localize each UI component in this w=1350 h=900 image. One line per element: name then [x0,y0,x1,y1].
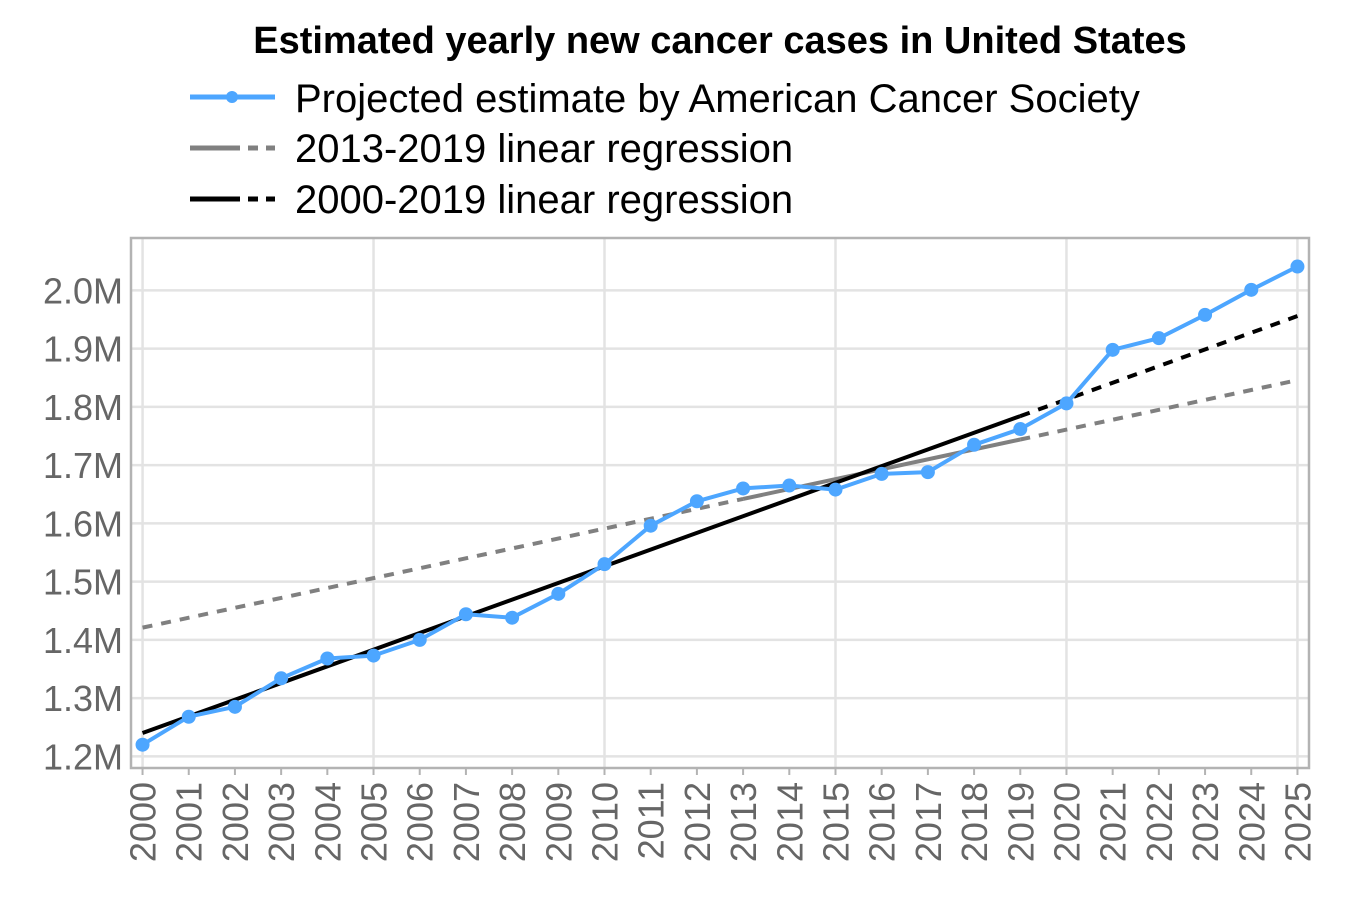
y-tick-label-8: 2.0M [43,270,123,311]
x-tick-label-2016: 2016 [862,782,903,862]
point-2024 [1244,282,1259,297]
x-tick-label-2005: 2005 [354,782,395,862]
y-tick-label-2: 1.4M [43,620,123,661]
grid [131,238,1309,768]
point-2009 [551,586,566,601]
x-tick-label-2000: 2000 [123,782,164,862]
x-tick-label-2001: 2001 [169,782,210,862]
x-tick-label-2023: 2023 [1185,782,1226,862]
x-tick-label-2002: 2002 [215,782,256,862]
point-2012 [689,494,704,509]
point-2014 [782,478,797,493]
x-tick-label-2006: 2006 [400,782,441,862]
x-tick-label-2017: 2017 [908,782,949,862]
regression-2013-2019-dashed-before [142,496,744,630]
x-tick-label-2008: 2008 [492,782,533,862]
point-2011 [643,518,658,533]
regression-2000-2019-solid [141,414,1021,735]
x-tick-label-2021: 2021 [1093,782,1134,862]
x-tick-label-2013: 2013 [723,782,764,862]
y-tick-label-4: 1.6M [43,503,123,544]
x-tick-label-2004: 2004 [307,782,348,862]
point-2023 [1198,307,1213,322]
point-2007 [458,607,473,622]
y-tick-label-0: 1.2M [43,736,123,777]
x-tick-label-2014: 2014 [769,782,810,862]
axis-ticks: 1.2M 1.3M 1.4M 1.5M 1.6M 1.7M 1.8M 1.9M 2.0M 2000… [43,270,1318,862]
x-tick-label-2025: 2025 [1277,782,1318,862]
point-2001 [181,709,196,724]
y-tick-label-7: 1.9M [43,329,123,370]
point-2008 [505,610,520,625]
y-tick-label-6: 1.8M [43,387,123,428]
point-2017 [920,465,935,480]
series-points [135,259,1305,752]
point-2019 [1013,422,1028,437]
point-2004 [320,651,335,666]
x-tick-label-2011: 2011 [631,782,672,859]
point-2022 [1151,331,1166,346]
x-tick-label-2024: 2024 [1231,782,1272,862]
point-2006 [412,632,427,647]
regression-2013-2019-dashed-after [1019,378,1298,442]
y-tick-label-3: 1.5M [43,562,123,603]
x-tick-label-2022: 2022 [1139,782,1180,862]
point-2013 [736,481,751,496]
chart-title: Estimated yearly new cancer cases in Uni… [253,20,1187,62]
x-tick-label-2010: 2010 [585,782,626,862]
point-2002 [227,699,242,714]
legend-label-reg-2000: 2000-2019 linear regression [295,178,793,222]
x-tick-label-2019: 2019 [1000,782,1041,862]
x-tick-label-2012: 2012 [677,782,718,862]
point-2021 [1105,342,1120,357]
point-2000 [135,737,150,752]
point-2003 [274,671,289,686]
point-2025 [1290,259,1305,274]
point-2015 [828,482,843,497]
x-tick-label-2020: 2020 [1046,782,1087,862]
x-tick-label-2015: 2015 [815,782,856,862]
legend-marker-acs [226,91,238,103]
y-tick-label-1: 1.3M [43,678,123,719]
point-2010 [597,557,612,572]
point-2016 [874,466,889,481]
x-tick-label-2018: 2018 [954,782,995,862]
x-tick-label-2009: 2009 [538,782,579,862]
x-tick-label-2007: 2007 [446,782,487,862]
point-2018 [967,437,982,452]
legend-item-acs: Projected estimate by American Cancer So… [190,77,1140,121]
plot-border [129,236,1311,770]
legend-item-reg-2013: 2013-2019 linear regression [190,127,793,171]
x-tick-label-2003: 2003 [261,782,302,862]
series-acs-line [141,264,1299,747]
legend-label-reg-2013: 2013-2019 linear regression [295,127,793,171]
point-2020 [1059,396,1074,411]
y-tick-label-5: 1.7M [43,445,123,486]
legend: Projected estimate by American Cancer So… [190,77,1140,222]
point-2005 [366,648,381,663]
legend-item-reg-2000: 2000-2019 linear regression [190,178,793,222]
legend-label-acs: Projected estimate by American Cancer So… [295,77,1140,121]
